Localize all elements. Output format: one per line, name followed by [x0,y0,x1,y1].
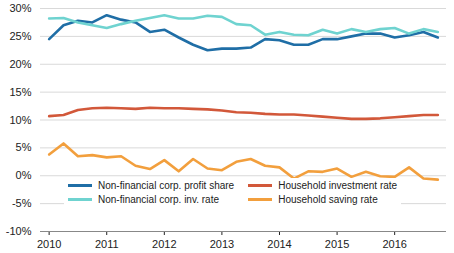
svg-text:2011: 2011 [95,238,119,250]
svg-text:10%: 10% [9,114,31,126]
html-text:Household saving rate: Household saving rate [278,194,378,205]
svg-text:-10%: -10% [6,225,32,237]
svg-text:0%: 0% [16,169,32,181]
html-text:Household investment rate: Household investment rate [278,180,398,191]
svg-text:15%: 15% [9,86,31,98]
svg-text:2012: 2012 [152,238,176,250]
svg-text:2013: 2013 [210,238,234,250]
svg-text:2016: 2016 [382,238,406,250]
svg-text:20%: 20% [9,58,31,70]
svg-text:2014: 2014 [267,238,291,250]
svg-text:2010: 2010 [37,238,61,250]
html-text:Non-financial corp. profit sha: Non-financial corp. profit share [98,180,235,191]
html-text:Non-financial corp. inv. rate: Non-financial corp. inv. rate [98,194,219,205]
svg-text:25%: 25% [9,30,31,42]
svg-text:5%: 5% [16,141,32,153]
svg-text:30%: 30% [9,2,31,14]
svg-text:2015: 2015 [325,238,349,250]
svg-text:-5%: -5% [12,197,32,209]
